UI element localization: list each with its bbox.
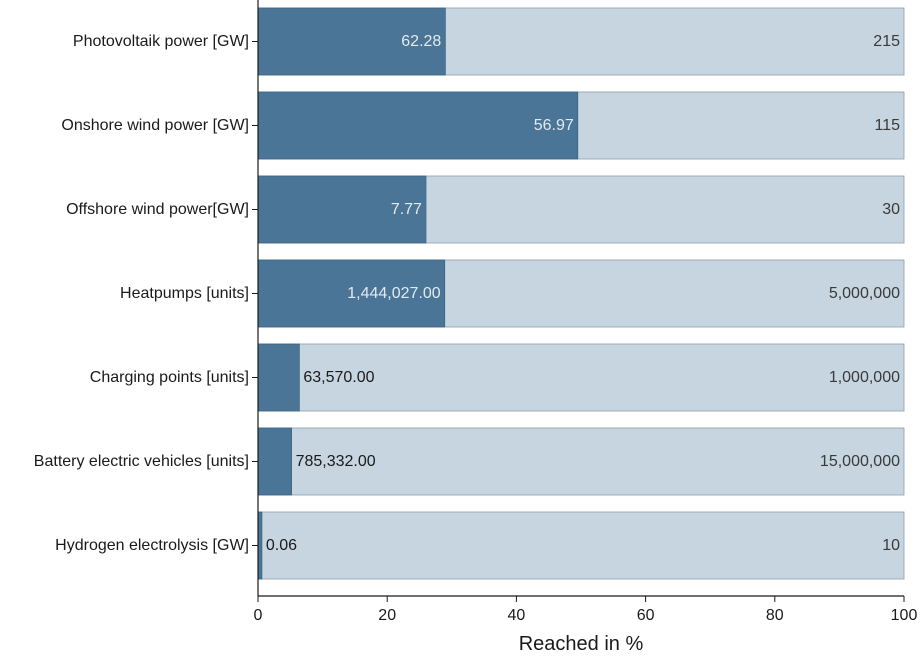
target-value-label: 115 [874, 117, 900, 134]
x-tick-label: 0 [254, 607, 263, 624]
category-label: Charging points [units] [90, 369, 249, 386]
plot-area: 62.28 215 56.97 115 7.77 30 1,444,027.00 5,000,… [257, 7, 905, 580]
reached-value-label: 785,332.00 [296, 453, 376, 470]
target-value-label: 1,000,000 [829, 369, 900, 386]
reached-bar [257, 427, 292, 496]
target-value-label: 15,000,000 [820, 453, 900, 470]
x-tick-label: 80 [766, 607, 784, 624]
reached-value-label: 62.28 [401, 33, 441, 50]
target-value-label: 5,000,000 [829, 285, 900, 302]
x-axis-title: Reached in % [519, 633, 644, 655]
reached-value-label: 1,444,027.00 [347, 285, 441, 302]
reached-value-label: 56.97 [534, 117, 574, 134]
reached-bar [257, 259, 446, 328]
reached-value-label: 63,570.00 [303, 369, 374, 386]
category-label: Hydrogen electrolysis [GW] [55, 537, 249, 554]
category-label: Offshore wind power[GW] [66, 201, 249, 218]
reached-value-label: 7.77 [391, 201, 422, 218]
x-axis: 0 20 40 60 80 100 [254, 595, 918, 624]
reached-bar [257, 175, 427, 244]
y-axis: Photovoltaik power [GW] Onshore wind powe… [34, 0, 259, 596]
target-value-label: 30 [882, 201, 900, 218]
x-tick-label: 20 [378, 607, 396, 624]
x-tick-label: 40 [508, 607, 526, 624]
target-bar [257, 511, 905, 580]
reached-bar [257, 7, 446, 76]
target-value-label: 10 [882, 537, 900, 554]
target-bar [257, 343, 905, 412]
category-label: Heatpumps [units] [120, 285, 249, 302]
reached-bar [257, 343, 300, 412]
reached-bar [257, 91, 579, 160]
reached-value-label: 0.06 [266, 537, 297, 554]
category-label: Photovoltaik power [GW] [73, 33, 249, 50]
x-tick-label: 60 [637, 607, 655, 624]
category-label: Battery electric vehicles [units] [34, 453, 249, 470]
target-value-label: 215 [873, 33, 900, 50]
category-label: Onshore wind power [GW] [61, 117, 249, 134]
x-tick-label: 100 [891, 607, 918, 624]
